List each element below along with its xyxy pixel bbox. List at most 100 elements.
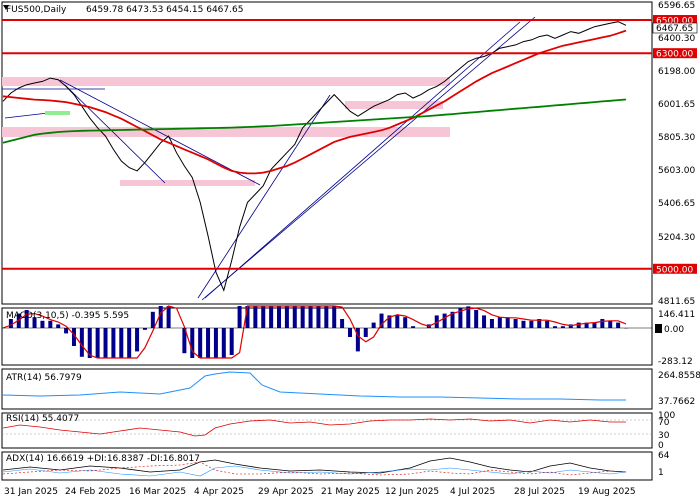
series-ma_long [2,98,627,144]
date-label: 12 Jun 2025 [385,487,439,497]
atr-panel [1,368,653,410]
upper-zone [345,101,443,109]
macd-bar [521,320,526,328]
atr-title: ATR(14) 56.7979 [6,373,82,383]
trendline-up-1 [197,94,331,299]
adx-panel [1,451,653,481]
trendline-up-3 [204,21,521,299]
macd-signal-line [2,305,627,359]
macd-bar [592,322,597,328]
date-label: 31 Jan 2025 [4,487,58,497]
header-ohlc: 6459.78 6473.53 6454.15 6467.65 [86,5,243,15]
minus-di-line [2,461,627,476]
price-tick: 6198.00 [658,67,695,77]
macd-bar [316,306,321,328]
atr-tick: 37.7662 [658,397,695,407]
macd-bar [576,322,581,328]
macd-bar [458,308,463,328]
series-close [2,21,627,292]
macd-bar [253,306,258,328]
macd-bar [355,328,360,352]
macd-bar [206,328,211,358]
price-tick: 4811.65 [658,297,695,307]
macd-bar [158,306,163,328]
macd-bar [347,328,352,337]
macd-bar [560,326,565,328]
rsi-title: RSI(14) 55.4077 [6,414,79,424]
macd-bar [553,326,558,328]
price-tick: 5805.30 [658,133,695,143]
adx-tick: 64 [658,451,670,461]
macd-bar [111,328,116,358]
macd-bar [142,328,147,330]
current-price-box [652,22,698,34]
date-label: 4 Jul 2025 [450,487,495,497]
macd-bar [411,326,416,328]
series-ma_short [2,29,627,175]
macd-bar [237,306,242,328]
macd-bar [403,317,408,328]
macd-bar [497,317,502,328]
macd-bar [332,306,337,328]
trendline-down-short [64,84,166,184]
adx-title: ADX(14) 16.6619 +DI:16.8387 -DI:16.8017 [6,454,200,464]
macd-bar [135,328,140,352]
macd-bar [308,306,313,328]
date-label: 24 Feb 2025 [65,487,121,497]
rsi-tick: 70 [658,418,670,428]
trendline-down [59,79,261,186]
macd-zero-box [655,324,662,333]
date-label: 19 Aug 2025 [578,487,636,497]
price-tick: 6400.30 [658,34,695,44]
level-label: 6500.00 [656,17,693,27]
macd-bar [513,319,518,328]
rsi-panel [1,412,653,449]
level-label-box [653,15,697,26]
level-label: 6300.00 [656,50,693,60]
macd-bar [537,319,542,328]
macd-bar [277,306,282,328]
rsi-tick: 0 [658,441,664,451]
macd-bar [48,320,53,328]
date-label: 28 Jul 2025 [514,487,565,497]
header-symbol: FUS500,Daily [6,5,67,15]
macd-bar [505,317,510,328]
macd-tick: 146.411 [658,310,695,320]
macd-bar [584,322,589,328]
macd-bar [190,328,195,358]
atr-tick: 264.8558 [658,371,700,381]
macd-bar [166,306,171,328]
date-label: 29 Apr 2025 [258,487,314,497]
macd-bar [40,320,45,328]
level-label-box [653,48,697,59]
mid-zone [2,127,450,137]
macd-bar [8,319,13,328]
macd-bar [229,328,234,355]
macd-bar [616,322,621,328]
price-tick: 6001.65 [658,100,695,110]
macd-bar [442,313,447,328]
macd-title: MACD(3,10,5) -0.395 5.595 [6,311,129,321]
adx-line [2,457,627,474]
macd-bar [300,306,305,328]
macd-bar [87,328,92,358]
price-tick: 6596.65 [658,1,695,11]
atr-line [2,371,626,401]
macd-bar [482,315,487,328]
resistance-zone [2,77,450,86]
price-axis: 6596.65 6400.30 6198.00 6001.65 5805.30 … [658,1,695,307]
macd-bar [245,306,250,328]
macd-bar [284,306,289,328]
macd-bar [324,306,329,328]
date-label: 21 May 2025 [321,487,380,497]
price-tick: 5406.65 [658,199,695,209]
macd-bar [545,320,550,328]
macd-bar [340,319,345,328]
macd-bar [489,319,494,328]
date-axis: 31 Jan 2025 24 Feb 2025 16 Mar 2025 4 Ap… [4,487,636,497]
rsi-tick: 30 [658,431,670,441]
macd-bar [71,328,76,346]
plus-di-line [2,465,627,477]
macd-bar [95,328,100,358]
